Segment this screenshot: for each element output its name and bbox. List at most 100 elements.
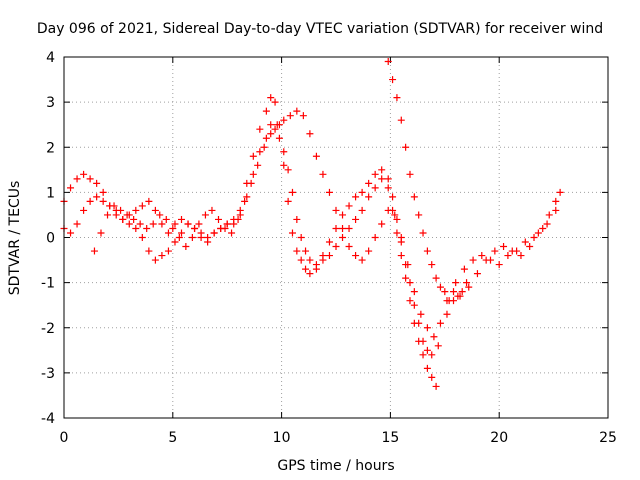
data-point — [393, 215, 401, 223]
data-point — [271, 125, 279, 133]
data-point — [450, 288, 458, 296]
data-point — [145, 197, 153, 205]
data-point — [249, 152, 257, 160]
data-point — [478, 252, 486, 260]
data-point — [267, 130, 275, 138]
data-point — [410, 301, 418, 309]
data-point — [293, 247, 301, 255]
data-point — [267, 121, 275, 129]
data-point — [339, 224, 347, 232]
data-point — [358, 256, 366, 264]
data-point — [406, 279, 414, 287]
data-point — [73, 220, 81, 228]
data-point — [275, 134, 283, 142]
data-point — [99, 188, 107, 196]
data-point — [397, 234, 405, 241]
data-point — [267, 94, 275, 102]
data-point — [249, 170, 257, 178]
data-point — [302, 265, 310, 273]
data-point — [432, 382, 440, 390]
data-point — [188, 234, 196, 241]
data-point — [352, 252, 360, 260]
data-point — [441, 288, 449, 296]
data-point — [436, 283, 444, 291]
data-point — [332, 224, 340, 232]
data-point — [491, 247, 499, 255]
data-point — [384, 206, 392, 214]
data-point — [178, 229, 186, 237]
y-tick-label: 4 — [46, 50, 55, 66]
x-tick-label: 5 — [168, 430, 177, 446]
data-point — [67, 229, 75, 237]
data-point — [125, 220, 133, 228]
data-point — [508, 247, 516, 255]
data-point — [365, 247, 373, 255]
data-point — [234, 215, 242, 223]
data-point — [530, 234, 538, 241]
data-point — [171, 238, 179, 246]
data-point — [104, 211, 112, 219]
data-point — [262, 107, 270, 115]
data-point — [371, 170, 379, 178]
data-point — [378, 220, 386, 228]
data-point — [110, 202, 118, 210]
data-point — [306, 130, 314, 138]
series-trace-a — [60, 94, 440, 390]
data-point — [93, 193, 101, 201]
data-point — [556, 188, 564, 196]
data-point — [80, 170, 88, 178]
data-point — [450, 297, 458, 305]
data-point — [419, 229, 427, 237]
data-point — [221, 224, 229, 232]
data-point — [223, 220, 231, 228]
data-point — [284, 166, 292, 174]
data-point — [552, 206, 560, 214]
data-point — [243, 193, 251, 201]
data-point — [99, 197, 107, 205]
y-tick-label: 2 — [46, 140, 55, 156]
data-point — [397, 116, 405, 124]
data-point — [404, 261, 412, 269]
data-point — [402, 143, 410, 151]
data-point — [365, 179, 373, 187]
data-point — [73, 175, 81, 183]
data-point — [254, 161, 262, 169]
data-point — [452, 279, 460, 287]
data-point — [371, 234, 379, 241]
data-point — [500, 243, 508, 251]
data-point — [384, 58, 392, 66]
x-tick-label: 0 — [60, 430, 69, 446]
data-point — [410, 288, 418, 296]
data-point — [417, 310, 425, 318]
data-point — [428, 351, 436, 359]
data-point — [539, 224, 547, 232]
data-point — [197, 234, 205, 241]
data-point — [469, 256, 477, 264]
data-point — [195, 220, 203, 228]
data-point — [345, 202, 353, 210]
data-point — [415, 319, 423, 327]
data-point — [288, 188, 296, 196]
data-point — [495, 261, 503, 269]
data-point — [325, 238, 333, 246]
data-point — [132, 224, 140, 232]
data-point — [86, 197, 94, 205]
data-point — [389, 193, 397, 201]
data-point — [428, 373, 436, 381]
data-point — [454, 292, 462, 300]
data-points — [60, 58, 564, 390]
data-point — [391, 211, 399, 219]
data-point — [423, 247, 431, 255]
data-point — [97, 229, 105, 237]
data-point — [262, 134, 270, 142]
data-point — [436, 319, 444, 327]
data-point — [90, 247, 98, 255]
data-point — [460, 265, 468, 273]
x-axis-label: GPS time / hours — [277, 458, 394, 474]
data-point — [280, 161, 288, 169]
data-point — [434, 342, 442, 350]
data-point — [393, 94, 401, 102]
data-point — [410, 193, 418, 201]
data-point — [191, 224, 199, 232]
data-point — [151, 256, 159, 264]
